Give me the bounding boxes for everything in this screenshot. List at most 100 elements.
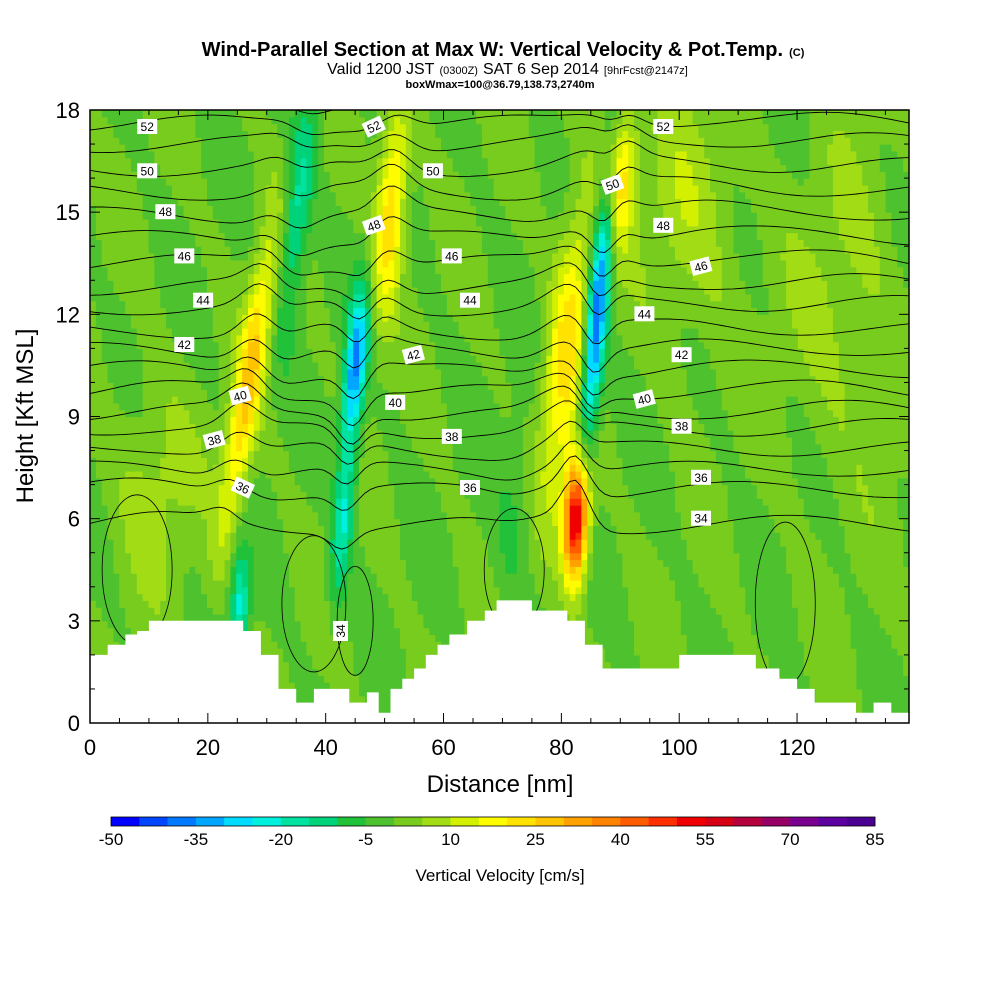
w-cell: [364, 593, 372, 601]
w-cell: [312, 402, 319, 411]
w-cell: [148, 416, 155, 424]
w-cell: [148, 525, 155, 533]
w-cell: [218, 273, 226, 281]
w-cell: [318, 675, 325, 683]
w-cell: [142, 436, 150, 445]
w-cell: [388, 505, 395, 513]
w-cell: [382, 586, 389, 595]
w-cell: [376, 178, 384, 186]
w-cell: [207, 280, 214, 288]
w-cell: [306, 450, 313, 458]
w-cell: [318, 648, 325, 656]
w-cell: [101, 593, 109, 601]
w-cell: [166, 218, 173, 227]
w-cell: [335, 150, 343, 159]
w-cell: [353, 130, 360, 138]
w-cell: [242, 137, 249, 145]
w-cell: [353, 334, 360, 343]
w-cell: [201, 116, 208, 125]
w-cell: [171, 389, 179, 397]
w-cell: [318, 654, 325, 663]
w-cell: [394, 532, 401, 540]
w-cell: [195, 436, 202, 445]
w-cell: [207, 157, 214, 166]
w-cell: [125, 477, 132, 486]
w-cell: [113, 416, 120, 424]
w-cell: [388, 552, 395, 561]
w-cell: [329, 246, 337, 254]
w-cell: [201, 464, 208, 472]
w-cell: [183, 375, 191, 384]
w-cell: [95, 116, 103, 125]
w-cell: [90, 593, 97, 601]
w-cell: [142, 539, 150, 547]
w-cell: [300, 314, 308, 322]
w-cell: [218, 464, 226, 472]
w-cell: [218, 396, 226, 404]
w-cell: [166, 157, 173, 166]
w-cell: [171, 600, 179, 608]
w-cell: [90, 450, 97, 458]
w-cell: [242, 171, 249, 179]
w-cell: [382, 484, 389, 493]
w-cell: [253, 600, 261, 608]
w-cell: [329, 552, 337, 561]
w-cell: [253, 457, 261, 465]
w-cell: [283, 246, 290, 254]
w-cell: [130, 505, 138, 513]
w-cell: [130, 586, 138, 595]
w-cell: [166, 266, 173, 275]
w-cell: [154, 157, 161, 166]
w-cell: [265, 382, 272, 390]
w-cell: [329, 389, 337, 397]
w-cell: [160, 586, 167, 595]
w-cell: [364, 470, 372, 479]
w-cell: [90, 348, 97, 356]
w-cell: [259, 593, 267, 601]
w-cell: [400, 130, 407, 138]
w-cell: [230, 116, 237, 125]
w-cell: [247, 116, 255, 125]
w-cell: [207, 389, 214, 397]
w-cell: [288, 307, 296, 315]
w-cell: [259, 205, 267, 213]
w-cell: [400, 137, 407, 145]
w-cell: [405, 259, 413, 268]
w-cell: [353, 402, 360, 411]
w-cell: [90, 396, 97, 404]
w-cell: [335, 402, 343, 411]
w-cell: [224, 382, 231, 390]
w-cell: [300, 573, 308, 581]
w-cell: [359, 416, 366, 424]
w-cell: [288, 280, 296, 288]
w-cell: [370, 253, 378, 261]
w-cell: [242, 198, 249, 206]
w-cell: [277, 511, 284, 520]
w-cell: [312, 300, 319, 309]
w-cell: [224, 198, 231, 206]
w-cell: [271, 443, 278, 452]
w-cell: [376, 130, 384, 138]
w-cell: [277, 539, 284, 547]
w-cell: [119, 212, 126, 220]
w-cell: [324, 253, 331, 261]
w-cell: [382, 246, 389, 254]
w-cell: [271, 545, 278, 554]
w-cell: [154, 218, 161, 227]
w-cell: [113, 382, 120, 390]
w-cell: [411, 464, 419, 472]
w-cell: [177, 436, 185, 445]
w-cell: [236, 123, 243, 132]
w-cell: [166, 327, 173, 336]
w-cell: [318, 682, 325, 690]
w-cell: [283, 110, 290, 118]
w-cell: [177, 307, 185, 315]
w-cell: [318, 253, 325, 261]
w-cell: [277, 334, 284, 343]
w-cell: [154, 586, 161, 595]
w-cell: [195, 586, 202, 595]
w-cell: [189, 409, 196, 418]
w-cell: [294, 110, 302, 118]
w-cell: [364, 545, 372, 554]
w-cell: [201, 416, 208, 424]
